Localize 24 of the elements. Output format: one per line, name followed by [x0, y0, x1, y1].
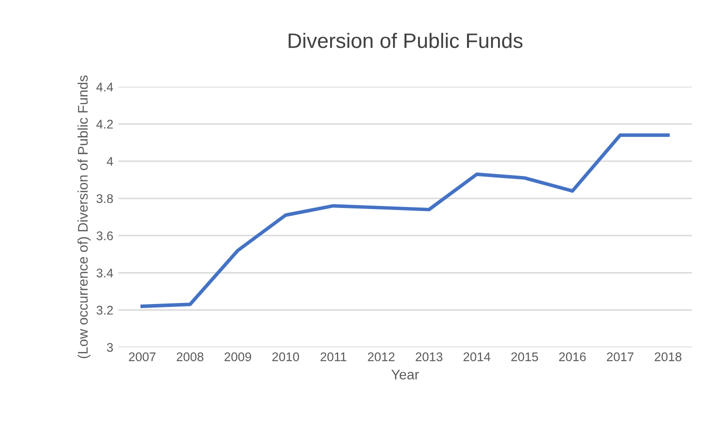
x-tick-label: 2018 [654, 352, 682, 362]
line-series [140, 133, 670, 308]
y-tick-label: 4 [106, 157, 114, 166]
x-axis-title: Year [391, 370, 419, 380]
x-tick-label: 2015 [511, 352, 538, 362]
x-tick-label: 2010 [272, 352, 300, 362]
y-tick-label: 3 [106, 343, 113, 352]
x-tick-label: 2011 [320, 352, 346, 362]
x-tick-label: 2009 [224, 352, 252, 362]
x-tick-label: 2008 [176, 352, 204, 362]
x-tick-label: 2016 [559, 352, 586, 362]
y-tick-label: 4.2 [96, 120, 113, 129]
y-tick-label: 3.4 [96, 268, 114, 278]
y-tick-label: 4.4 [96, 82, 114, 92]
y-tick-label: 3.8 [96, 194, 113, 204]
y-axis-title: (Low occurrence of) Diversion of Public Funds [78, 75, 91, 358]
x-tick-label: 2017 [606, 352, 634, 362]
y-tick-label: 3.6 [96, 231, 113, 240]
x-tick-label: 2012 [368, 352, 394, 362]
chart-title: Diversion of Public Funds [288, 32, 522, 48]
x-tick-label: 2014 [464, 352, 490, 362]
x-tick-label: 2007 [128, 352, 156, 362]
x-tick-label: 2013 [416, 352, 442, 362]
y-tick-label: 3.2 [96, 306, 113, 315]
